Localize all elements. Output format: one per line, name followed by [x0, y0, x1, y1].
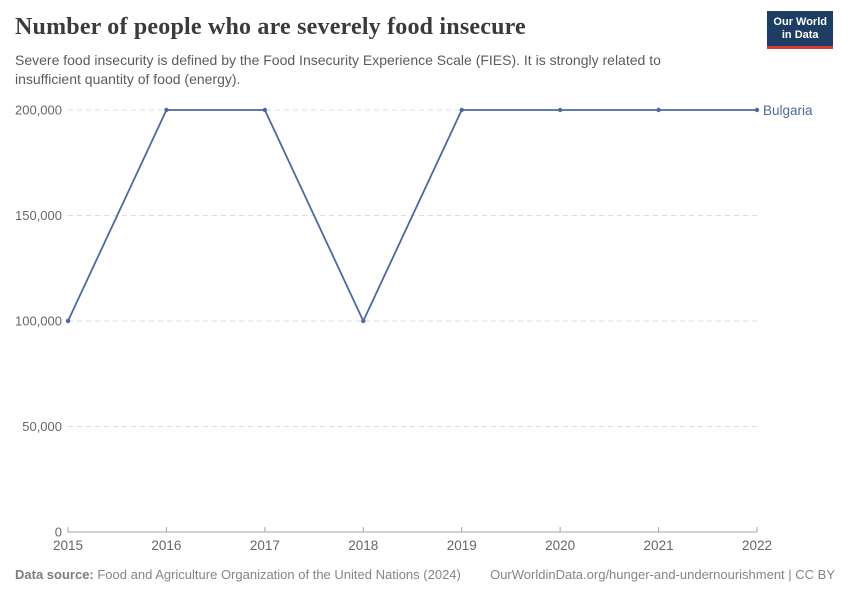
- data-point-2018[interactable]: [361, 318, 366, 324]
- x-tick-label: 2018: [348, 538, 378, 553]
- y-tick-label: 150,000: [15, 208, 62, 223]
- data-source-label: Data source:: [15, 567, 94, 582]
- data-point-2017[interactable]: [262, 107, 268, 113]
- owid-logo-line2: in Data: [781, 29, 819, 41]
- data-point-2022[interactable]: [754, 107, 760, 113]
- x-tick-label: 2016: [151, 538, 181, 553]
- owid-logo[interactable]: Our World in Data: [767, 11, 833, 49]
- chart-title: Number of people who are severely food i…: [15, 14, 526, 40]
- chart-subtitle-line1: Severe food insecurity is defined by the…: [15, 52, 661, 68]
- owid-logo-line1: Our World: [773, 16, 827, 28]
- data-point-2015[interactable]: [65, 318, 71, 324]
- chart-subtitle: Severe food insecurity is defined by the…: [15, 51, 735, 89]
- x-tick-label: 2021: [644, 538, 674, 553]
- x-tick-label: 2022: [742, 538, 772, 553]
- x-tick-label: 2020: [545, 538, 575, 553]
- chart-subtitle-line2: insufficient quantity of food (energy).: [15, 71, 241, 87]
- y-tick-label: 50,000: [22, 419, 62, 434]
- x-tick-label: 2019: [447, 538, 477, 553]
- y-tick-label: 0: [55, 525, 62, 540]
- x-tick-label: 2015: [53, 538, 83, 553]
- chart-footer: Data source: Food and Agriculture Organi…: [15, 567, 835, 582]
- data-point-2019[interactable]: [459, 107, 464, 113]
- data-point-2021[interactable]: [656, 107, 661, 113]
- y-tick-label: 100,000: [15, 314, 62, 329]
- data-source-note: Data source: Food and Agriculture Organi…: [15, 567, 461, 582]
- x-tick-label: 2017: [250, 538, 280, 553]
- data-point-2020[interactable]: [557, 107, 563, 113]
- y-tick-label: 200,000: [15, 103, 62, 118]
- series-label-bulgaria[interactable]: Bulgaria: [763, 103, 813, 118]
- data-source-value: Food and Agriculture Organization of the…: [93, 567, 461, 582]
- owid-license-link[interactable]: OurWorldinData.org/hunger-and-undernouri…: [490, 567, 835, 582]
- series-line-bulgaria[interactable]: [67, 109, 757, 322]
- data-point-2016[interactable]: [164, 107, 169, 113]
